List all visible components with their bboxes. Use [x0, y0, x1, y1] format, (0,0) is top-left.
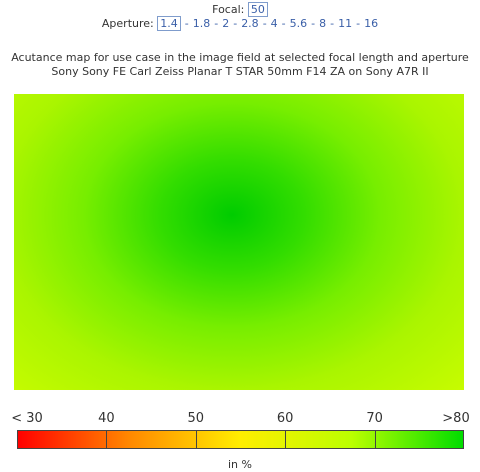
aperture-option[interactable]: 1.4 — [157, 16, 181, 31]
separator: - — [356, 17, 361, 30]
aperture-option[interactable]: 2 — [222, 17, 230, 30]
separator: - — [184, 17, 189, 30]
focal-label: Focal: — [212, 3, 245, 16]
legend-divider — [374, 431, 376, 448]
aperture-option[interactable]: 5.6 — [289, 17, 308, 30]
separator: - — [311, 17, 316, 30]
legend-tick-label: >80 — [442, 411, 470, 426]
focal-value[interactable]: 50 — [247, 2, 268, 17]
legend-tick-label: 60 — [276, 411, 294, 426]
aperture-option[interactable]: 4 — [270, 17, 278, 30]
legend-tick-label: < 30 — [11, 411, 43, 426]
legend-divider — [285, 431, 287, 448]
unit-label: in % — [228, 458, 252, 471]
legend-tick-label: 50 — [187, 411, 205, 426]
acutance-map — [14, 94, 464, 390]
separator: - — [233, 17, 238, 30]
title-line: Sony Sony FE Carl Zeiss Planar T STAR 50… — [51, 65, 429, 78]
color-bar — [17, 430, 464, 449]
legend-tick-label: 40 — [98, 411, 115, 426]
legend-divider — [106, 431, 108, 448]
aperture-option[interactable]: 16 — [364, 17, 379, 30]
separator: - — [262, 17, 267, 30]
aperture-option[interactable]: 2.8 — [241, 17, 259, 30]
aperture-label: Aperture: — [101, 17, 154, 30]
legend-divider — [195, 431, 197, 448]
aperture-option[interactable]: 1.8 — [192, 17, 211, 30]
legend-tick-label: 70 — [366, 411, 383, 426]
title-line: Acutance map for use case in the image f… — [11, 51, 469, 64]
separator: - — [214, 17, 219, 30]
focal-row: Focal: 50 — [0, 2, 480, 17]
aperture-row: Aperture: 1.4-1.8-2-2.8-4-5.6-8-11-16 — [0, 16, 480, 31]
separator: - — [281, 17, 286, 30]
separator: - — [330, 17, 335, 30]
aperture-option[interactable]: 8 — [319, 17, 327, 30]
aperture-option[interactable]: 11 — [338, 17, 353, 30]
